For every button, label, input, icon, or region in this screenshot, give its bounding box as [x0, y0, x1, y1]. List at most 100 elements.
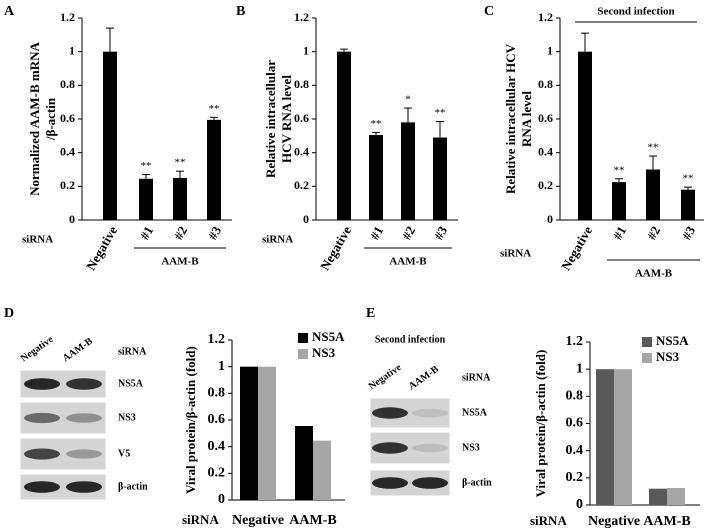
blot-band [372, 477, 408, 489]
legend-label: NS3 [656, 349, 680, 364]
bar [667, 488, 685, 505]
lane-label: Negative [367, 362, 404, 393]
y-axis-label: Viral protein/β-actin (fold) [533, 350, 548, 498]
y-tick-label: 0.2 [60, 178, 75, 192]
y-axis-label: Relative intracellular [263, 60, 278, 178]
y-tick-label: 0.2 [538, 178, 553, 192]
x-tick-label: #1 [367, 223, 386, 242]
x-tick-label: #2 [399, 223, 418, 242]
blot-band [412, 408, 448, 418]
significance: * [405, 94, 411, 106]
y-tick-label: 0.8 [294, 77, 309, 91]
y-tick-label: 0.8 [566, 389, 584, 404]
header: Second infection [597, 6, 674, 18]
bar [401, 122, 415, 220]
bar [103, 51, 117, 220]
bar [433, 137, 447, 220]
x-tick-label: #3 [431, 223, 451, 242]
x-tick-label: AAM-B [289, 513, 336, 528]
legend-label: NS3 [312, 345, 336, 360]
lane-prefix: siRNA [462, 372, 491, 383]
row-label: β-actin [462, 477, 492, 488]
y-tick-label: 1.2 [208, 332, 226, 347]
y-axis-label: HCV RNA level [279, 75, 294, 163]
blot-band [66, 449, 102, 459]
bar [614, 369, 632, 505]
blot-band [372, 442, 408, 454]
y-axis-label: Viral protein/β-actin (fold) [183, 346, 198, 494]
x-prefix: siRNA [262, 234, 293, 246]
bar [207, 119, 221, 220]
group-label: AAM-B [161, 256, 199, 268]
blot-band [372, 407, 408, 419]
y-tick-label: 0.8 [60, 77, 75, 91]
y-tick-label: 0.4 [60, 144, 75, 158]
y-tick-label: 0.2 [294, 178, 309, 192]
row-label: V5 [118, 448, 130, 459]
blot-band [412, 443, 448, 453]
x-prefix: siRNA [22, 234, 53, 246]
x-prefix: siRNA [500, 248, 531, 260]
y-tick-label: 0.6 [538, 111, 553, 125]
x-tick-label: #2 [644, 223, 663, 242]
x-prefix: siRNA [530, 513, 567, 528]
y-tick-label: 0.6 [566, 416, 584, 431]
y-tick-label: 0.6 [208, 412, 226, 427]
x-tick-label: #1 [610, 223, 629, 242]
x-tick-label: AAM-B [643, 514, 690, 529]
bar [681, 189, 695, 220]
y-tick-label: 0 [69, 212, 75, 226]
y-axis-label: RNA level [519, 91, 534, 147]
y-tick-label: 0 [547, 212, 553, 226]
x-tick-label: #1 [137, 223, 156, 242]
y-axis-label: /β-actin [43, 97, 58, 141]
row-label: NS3 [118, 412, 136, 423]
significance: ** [371, 118, 382, 130]
x-tick-label: Negative [558, 223, 595, 273]
y-tick-label: 1.2 [566, 334, 584, 349]
x-tick-label: Negative [317, 223, 354, 273]
significance: ** [614, 164, 625, 176]
legend-swatch [642, 337, 652, 347]
bar [240, 366, 258, 500]
y-tick-label: 1 [576, 361, 583, 376]
panel-letter: B [236, 4, 245, 19]
bar [596, 369, 614, 505]
x-prefix: siRNA [182, 512, 219, 527]
row-label: NS5A [118, 378, 144, 389]
panel-letter: C [484, 4, 494, 19]
bar [369, 134, 383, 220]
legend-swatch [298, 333, 308, 343]
significance: ** [683, 173, 694, 185]
bar [139, 178, 153, 220]
y-tick-label: 0.2 [208, 466, 226, 481]
y-tick-label: 1 [69, 43, 75, 57]
lane-prefix: siRNA [118, 346, 147, 357]
y-tick-label: 0 [303, 212, 309, 226]
y-tick-label: 1 [547, 43, 553, 57]
lane-label: AAM-B [61, 336, 95, 365]
bar [649, 488, 667, 505]
panel-letter: E [366, 306, 375, 321]
y-axis-label: Normalized AAM-B mRNA [27, 41, 42, 195]
y-tick-label: 0.4 [538, 144, 553, 158]
panel-letter: A [4, 4, 15, 19]
lane-label: Negative [19, 334, 56, 365]
x-tick-label: Negative [83, 223, 120, 273]
row-label: β-actin [118, 481, 148, 492]
blot-band [66, 378, 102, 390]
row-label: NS3 [462, 442, 480, 453]
blot-band [24, 412, 60, 424]
y-tick-label: 1 [218, 359, 225, 374]
blot-band [412, 477, 448, 489]
bar [646, 169, 660, 220]
bar [578, 51, 592, 220]
y-tick-label: 0.8 [208, 386, 226, 401]
legend-swatch [298, 349, 308, 359]
panel-letter: D [4, 306, 14, 321]
significance: ** [141, 160, 152, 172]
lane-label: AAM-B [407, 364, 441, 393]
group-label: AAM-B [635, 268, 673, 280]
blot-band [24, 448, 60, 460]
blot-band [24, 378, 60, 390]
